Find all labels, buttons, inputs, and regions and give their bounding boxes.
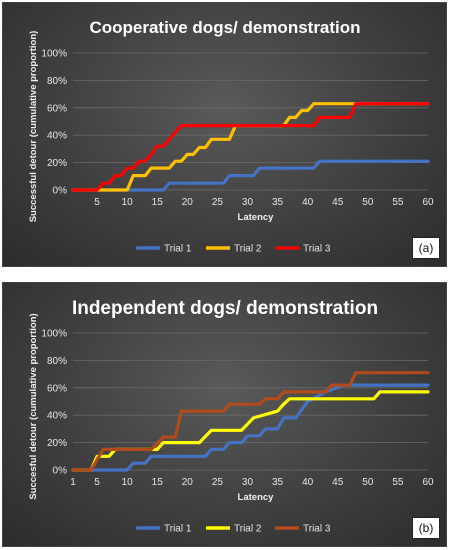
x-tick-label: 60 (422, 477, 434, 488)
legend-label: Trial 3 (303, 524, 331, 535)
series-line-trial-1 (71, 383, 430, 472)
x-tick-label: 55 (392, 197, 404, 208)
y-tick-label: 60% (47, 103, 67, 114)
x-tick-label: 15 (152, 477, 164, 488)
y-tick-label: 0% (53, 466, 68, 477)
x-tick-label: 15 (152, 197, 164, 208)
x-tick-label: 5 (94, 197, 100, 208)
panel-tag-b: (b) (412, 517, 440, 539)
x-tick-label: 40 (302, 197, 314, 208)
x-tick-label: 30 (242, 477, 254, 488)
chart-svg-cooperative: Cooperative dogs/ demonstration 0% 20% 40% 6… (28, 18, 434, 255)
chart-title: Independent dogs/ demonstration (72, 298, 378, 319)
y-tick-label: 100% (41, 49, 67, 60)
series-line-trial-3 (71, 371, 430, 472)
y-axis-label: Succesful detour (cumulative proportion) (28, 313, 39, 499)
series-line-trial-3 (71, 102, 430, 192)
y-tick-label: 20% (47, 158, 67, 169)
chart-panel-cooperative: Cooperative dogs/ demonstration 0% 20% 40% 6… (2, 2, 447, 267)
x-tick-label: 25 (212, 477, 224, 488)
chart-svg-independent: Independent dogs/ demonstration 0% 20% 40% 6… (28, 298, 434, 535)
x-tick-label: 1 (70, 477, 76, 488)
x-tick-label: 40 (302, 477, 314, 488)
chart-title: Cooperative dogs/ demonstration (89, 18, 360, 37)
legend-label: Trial 2 (234, 524, 262, 535)
series-line-trial-2 (71, 390, 430, 472)
x-tick-label: 35 (272, 477, 284, 488)
legend-label: Trial 2 (234, 244, 262, 255)
x-tick-label: 50 (362, 197, 374, 208)
x-tick-label: 45 (332, 477, 344, 488)
y-tick-label: 20% (47, 438, 67, 449)
y-tick-label: 80% (47, 356, 67, 367)
x-tick-label: 35 (272, 197, 284, 208)
x-tick-label: 45 (332, 197, 344, 208)
x-tick-label: 25 (212, 197, 224, 208)
y-tick-label: 60% (47, 383, 67, 394)
x-tick-label: 30 (242, 197, 254, 208)
panel-tag-a: (a) (412, 237, 440, 259)
legend-label: Trial 1 (164, 244, 192, 255)
y-tick-label: 40% (47, 411, 67, 422)
x-tick-label: 10 (122, 477, 134, 488)
x-tick-label: 60 (422, 197, 434, 208)
x-tick-label: 20 (182, 477, 194, 488)
chart-panel-independent: Independent dogs/ demonstration 0% 20% 40% 6… (2, 282, 447, 547)
x-tick-label: 5 (94, 477, 100, 488)
y-tick-label: 80% (47, 76, 67, 87)
x-tick-label: 55 (392, 477, 404, 488)
x-axis-label: Latency (238, 492, 275, 503)
y-tick-label: 0% (53, 186, 68, 197)
legend-label: Trial 1 (164, 524, 192, 535)
x-tick-label: 10 (122, 197, 134, 208)
series-line-trial-2 (71, 102, 430, 192)
series-line-trial-1 (71, 159, 430, 192)
x-tick-label: 50 (362, 477, 374, 488)
y-tick-label: 40% (47, 131, 67, 142)
y-tick-label: 100% (41, 329, 67, 340)
x-axis-label: Latency (238, 212, 275, 223)
legend-label: Trial 3 (303, 244, 331, 255)
x-tick-label: 20 (182, 197, 194, 208)
y-axis-label: Successful detour (cumulative proportion… (28, 31, 39, 223)
